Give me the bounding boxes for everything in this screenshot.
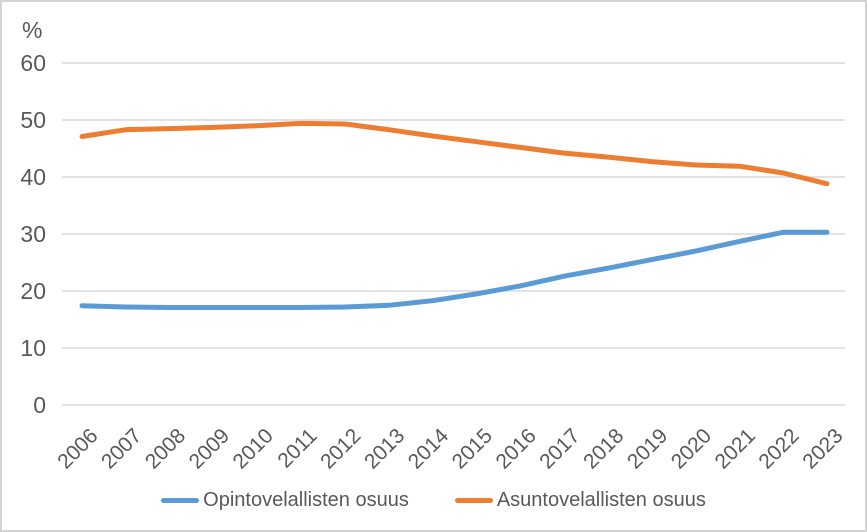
x-axis-tick-label: 2009	[185, 424, 234, 473]
y-axis-unit-label: %	[22, 17, 42, 43]
x-axis-tick-label: 2020	[667, 424, 716, 473]
x-axis-tick-label: 2022	[754, 424, 803, 473]
y-axis-tick-label: 0	[33, 392, 46, 418]
legend-label: Asuntovelallisten osuus	[496, 489, 706, 511]
series-line-1	[79, 120, 830, 187]
y-axis-tick-label: 50	[20, 107, 46, 133]
x-axis-tick-label: 2011	[273, 424, 321, 472]
x-axis-tick-label: 2012	[316, 424, 365, 473]
x-axis-tick-label: 2006	[53, 424, 102, 473]
x-axis-tick-label: 2015	[448, 424, 497, 473]
x-axis-tick-label: 2007	[97, 424, 146, 473]
x-axis-tick-label: 2014	[404, 424, 454, 474]
x-axis-tick-label: 2017	[535, 424, 584, 473]
x-axis-tick-label: 2018	[579, 424, 628, 473]
x-axis-tick-label: 2010	[229, 424, 278, 473]
x-axis-tick-label: 2023	[798, 424, 847, 473]
x-axis-tick-label: 2019	[623, 424, 672, 473]
x-axis-tick-label: 2008	[141, 424, 190, 473]
series-line-0	[79, 229, 830, 310]
legend-swatch-blue-line	[161, 498, 200, 503]
chart-legend: Opintovelallisten osuus Asuntovelalliste…	[2, 489, 865, 512]
y-axis-tick-label: 20	[20, 278, 46, 304]
x-axis-tick-label: 2016	[491, 424, 540, 473]
y-axis-tick-label: 40	[20, 164, 46, 190]
y-axis-tick-label: 10	[20, 335, 46, 361]
y-axis-tick-label: 30	[20, 221, 46, 247]
legend-item-opintovelalliset: Opintovelallisten osuus	[161, 489, 409, 512]
legend-label: Opintovelallisten osuus	[203, 489, 409, 511]
x-axis-tick-label: 2021	[711, 424, 760, 473]
legend-swatch-orange-line	[454, 498, 493, 503]
x-axis-tick-label: 2013	[360, 424, 409, 473]
legend-item-asuntovelalliset: Asuntovelallisten osuus	[454, 489, 706, 512]
y-axis-tick-label: 60	[20, 50, 46, 76]
